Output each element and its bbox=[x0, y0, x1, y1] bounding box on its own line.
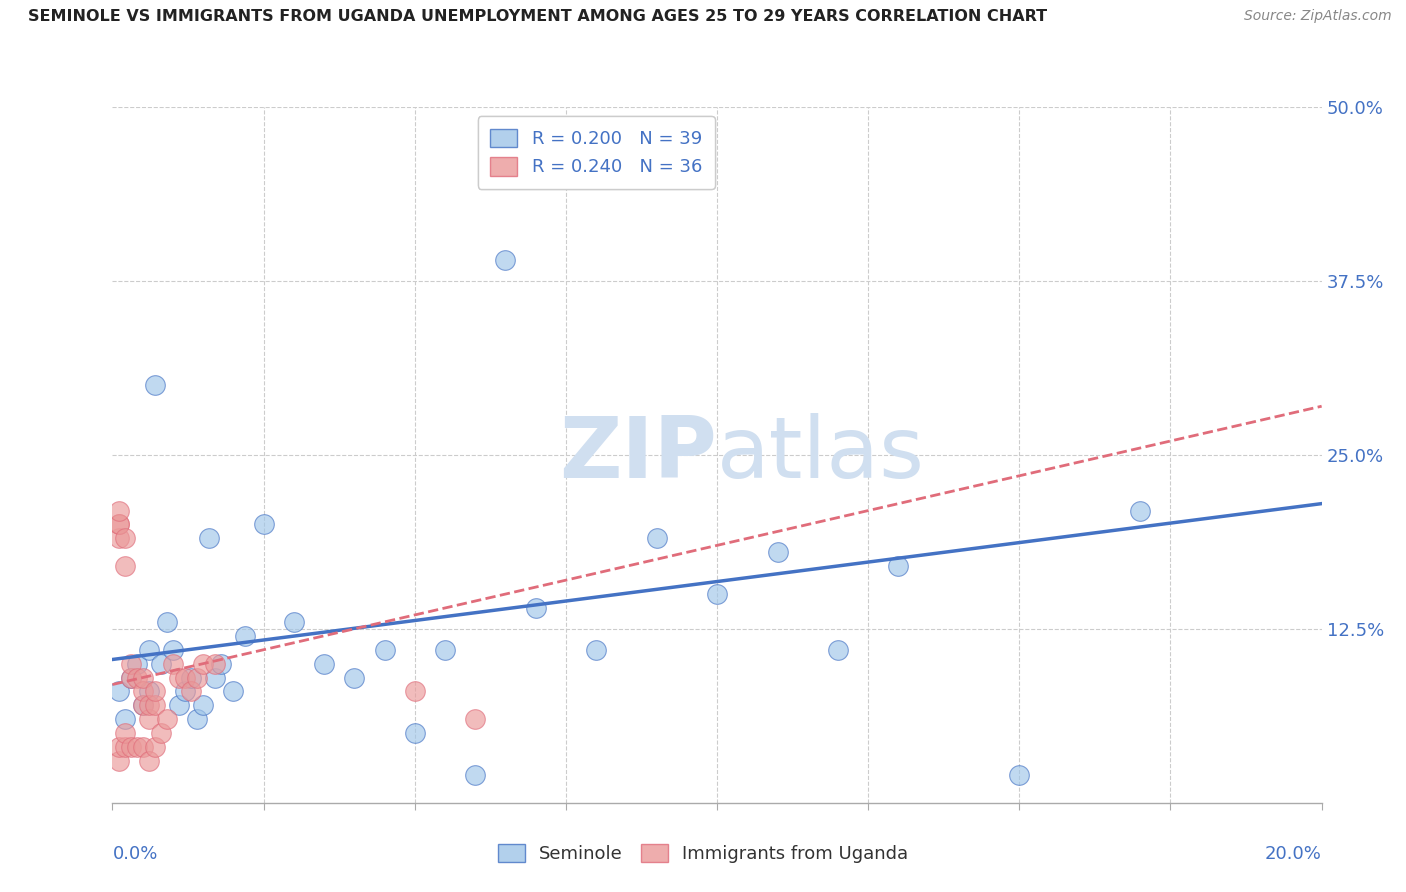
Point bbox=[156, 712, 179, 726]
Point bbox=[143, 684, 166, 698]
Point bbox=[887, 559, 910, 574]
Point bbox=[766, 545, 789, 559]
Point bbox=[222, 684, 245, 698]
Point bbox=[645, 532, 668, 546]
Point bbox=[107, 532, 129, 546]
Point bbox=[374, 642, 396, 657]
Point bbox=[132, 671, 155, 685]
Point bbox=[156, 615, 179, 629]
Point bbox=[107, 740, 129, 755]
Point bbox=[404, 726, 426, 740]
Point bbox=[114, 532, 136, 546]
Point bbox=[132, 740, 155, 755]
Point bbox=[524, 601, 547, 615]
Point bbox=[314, 657, 336, 671]
Legend: R = 0.200   N = 39, R = 0.240   N = 36: R = 0.200 N = 39, R = 0.240 N = 36 bbox=[478, 116, 714, 189]
Point bbox=[120, 657, 142, 671]
Point bbox=[107, 754, 129, 768]
Point bbox=[167, 671, 190, 685]
Point bbox=[191, 657, 214, 671]
Point bbox=[138, 642, 160, 657]
Point bbox=[464, 768, 486, 782]
Point bbox=[827, 642, 849, 657]
Point bbox=[125, 657, 148, 671]
Text: Source: ZipAtlas.com: Source: ZipAtlas.com bbox=[1244, 9, 1392, 23]
Point bbox=[162, 657, 184, 671]
Point bbox=[180, 671, 202, 685]
Point bbox=[162, 642, 184, 657]
Point bbox=[404, 684, 426, 698]
Point bbox=[433, 642, 456, 657]
Point bbox=[132, 698, 155, 713]
Point bbox=[149, 657, 172, 671]
Point bbox=[114, 726, 136, 740]
Point bbox=[138, 698, 160, 713]
Point bbox=[138, 684, 160, 698]
Text: 20.0%: 20.0% bbox=[1265, 845, 1322, 863]
Point bbox=[132, 698, 155, 713]
Point bbox=[585, 642, 607, 657]
Point bbox=[180, 684, 202, 698]
Point bbox=[107, 517, 129, 532]
Text: ZIP: ZIP bbox=[560, 413, 717, 497]
Point bbox=[174, 671, 197, 685]
Point bbox=[204, 657, 226, 671]
Point bbox=[167, 698, 190, 713]
Point bbox=[120, 671, 142, 685]
Point bbox=[1129, 503, 1152, 517]
Point bbox=[174, 684, 197, 698]
Point bbox=[186, 712, 208, 726]
Point bbox=[114, 712, 136, 726]
Point bbox=[120, 740, 142, 755]
Point bbox=[138, 754, 160, 768]
Point bbox=[209, 657, 232, 671]
Point bbox=[138, 712, 160, 726]
Point bbox=[253, 517, 276, 532]
Point bbox=[114, 559, 136, 574]
Text: atlas: atlas bbox=[717, 413, 925, 497]
Point bbox=[186, 671, 208, 685]
Point bbox=[464, 712, 486, 726]
Text: SEMINOLE VS IMMIGRANTS FROM UGANDA UNEMPLOYMENT AMONG AGES 25 TO 29 YEARS CORREL: SEMINOLE VS IMMIGRANTS FROM UGANDA UNEMP… bbox=[28, 9, 1047, 24]
Point bbox=[143, 698, 166, 713]
Point bbox=[132, 684, 155, 698]
Point bbox=[706, 587, 728, 601]
Point bbox=[343, 671, 366, 685]
Legend: Seminole, Immigrants from Uganda: Seminole, Immigrants from Uganda bbox=[486, 833, 920, 874]
Point bbox=[143, 740, 166, 755]
Text: 0.0%: 0.0% bbox=[112, 845, 157, 863]
Point bbox=[107, 517, 129, 532]
Point bbox=[191, 698, 214, 713]
Point bbox=[120, 671, 142, 685]
Point bbox=[125, 671, 148, 685]
Point bbox=[114, 740, 136, 755]
Point bbox=[204, 671, 226, 685]
Point bbox=[107, 684, 129, 698]
Point bbox=[149, 726, 172, 740]
Point bbox=[125, 740, 148, 755]
Point bbox=[235, 629, 257, 643]
Point bbox=[107, 503, 129, 517]
Point bbox=[495, 253, 517, 268]
Point bbox=[1008, 768, 1031, 782]
Point bbox=[283, 615, 305, 629]
Point bbox=[198, 532, 221, 546]
Point bbox=[143, 378, 166, 392]
